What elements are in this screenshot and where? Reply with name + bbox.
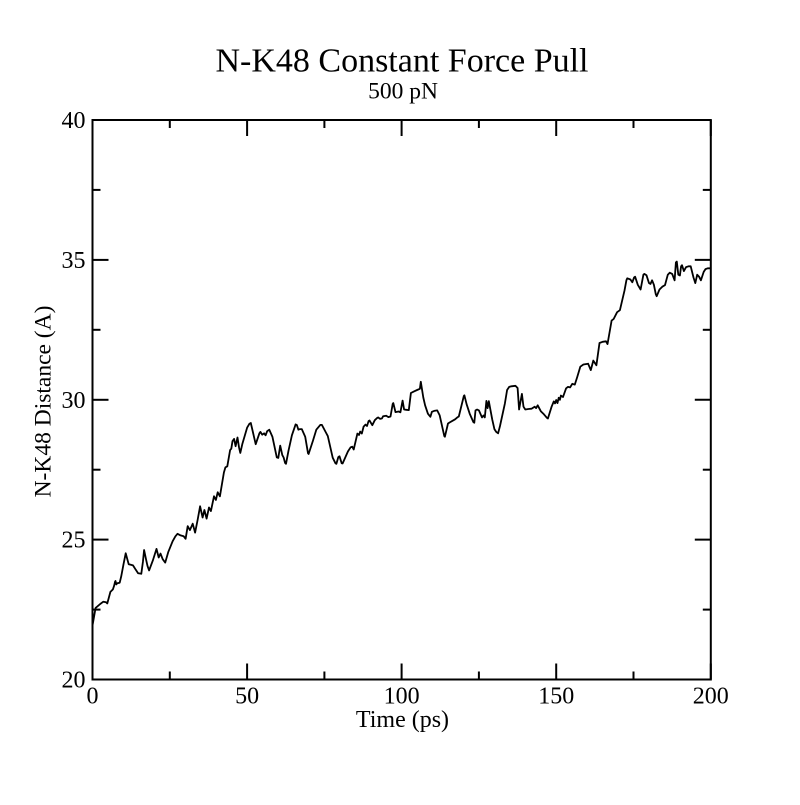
svg-text:25: 25	[62, 528, 86, 554]
svg-text:30: 30	[62, 388, 86, 414]
svg-text:20: 20	[62, 668, 86, 694]
svg-text:150: 150	[538, 684, 574, 710]
svg-text:50: 50	[235, 684, 259, 710]
svg-text:40: 40	[62, 108, 86, 134]
svg-text:500 pN: 500 pN	[368, 79, 438, 105]
svg-text:200: 200	[693, 684, 729, 710]
svg-text:Time (ps): Time (ps)	[356, 707, 449, 733]
svg-text:35: 35	[62, 248, 86, 274]
svg-text:0: 0	[87, 684, 99, 710]
svg-text:100: 100	[384, 684, 420, 710]
svg-text:N-K48 Distance (A): N-K48 Distance (A)	[31, 306, 57, 498]
svg-text:N-K48 Constant Force Pull: N-K48 Constant Force Pull	[215, 43, 588, 80]
